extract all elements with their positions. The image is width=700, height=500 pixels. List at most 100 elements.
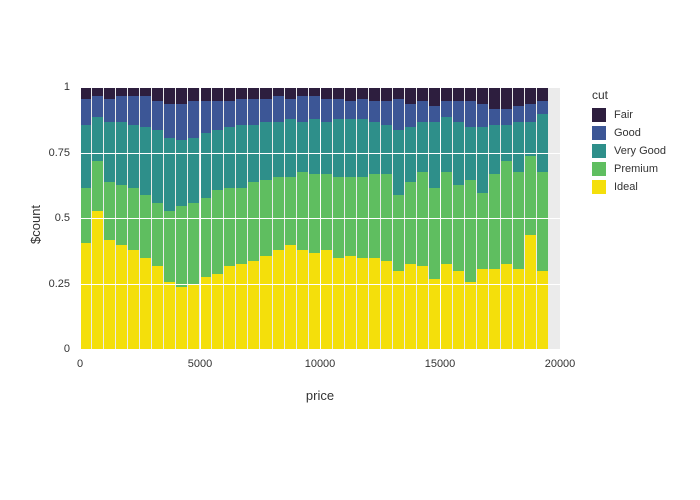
- bar-segment-premium: [309, 174, 320, 253]
- bar-segment-good: [128, 96, 139, 125]
- bar-bin: [333, 88, 344, 350]
- bar-bin: [188, 88, 199, 350]
- bar-segment-premium: [417, 172, 428, 266]
- legend-label: Premium: [614, 163, 658, 175]
- legend-item: Premium: [592, 162, 666, 176]
- bar-segment-ideal: [152, 266, 163, 350]
- bar-segment-premium: [164, 211, 175, 282]
- legend-item: Ideal: [592, 180, 666, 194]
- bar-segment-fair: [116, 88, 127, 96]
- bar-segment-very-good: [116, 122, 127, 185]
- bar-segment-good: [333, 99, 344, 120]
- y-tick: 0.75: [0, 147, 70, 159]
- bar-bin: [537, 88, 548, 350]
- bar-segment-very-good: [453, 122, 464, 185]
- bar-segment-good: [417, 101, 428, 122]
- bar-segment-good: [224, 101, 235, 127]
- bar-segment-very-good: [381, 125, 392, 175]
- bar-segment-very-good: [417, 122, 428, 172]
- bar-segment-ideal: [429, 279, 440, 350]
- bar-segment-good: [273, 96, 284, 122]
- bar-segment-good: [212, 101, 223, 130]
- bar-segment-good: [80, 99, 91, 125]
- bar-segment-good: [393, 99, 404, 130]
- legend-swatch: [592, 162, 606, 176]
- bar-segment-premium: [273, 177, 284, 250]
- bar-segment-very-good: [321, 122, 332, 174]
- bar-segment-fair: [152, 88, 163, 101]
- bar-segment-fair: [309, 88, 320, 96]
- bar-segment-good: [188, 101, 199, 138]
- bar-segment-very-good: [200, 133, 211, 199]
- bar-segment-good: [285, 99, 296, 120]
- bar-segment-ideal: [260, 256, 271, 350]
- bar-segment-premium: [429, 188, 440, 280]
- bar-segment-ideal: [321, 250, 332, 350]
- bar-segment-fair: [164, 88, 175, 104]
- bar-segment-fair: [501, 88, 512, 109]
- bar-segment-very-good: [176, 140, 187, 206]
- bar-segment-good: [465, 101, 476, 127]
- bar-segment-fair: [537, 88, 548, 101]
- bar-segment-good: [369, 101, 380, 122]
- bar-segment-good: [116, 96, 127, 122]
- bar-segment-fair: [176, 88, 187, 104]
- legend-swatch: [592, 126, 606, 140]
- bar-bin: [128, 88, 139, 350]
- bar-segment-good: [260, 99, 271, 123]
- bar-segment-very-good: [393, 130, 404, 196]
- y-tick: 0: [0, 343, 70, 355]
- bar-segment-very-good: [441, 117, 452, 172]
- bar-bin: [417, 88, 428, 350]
- bar-segment-good: [513, 106, 524, 122]
- bar-segment-ideal: [369, 258, 380, 350]
- figure: $count price cut FairGoodVery GoodPremiu…: [0, 0, 700, 500]
- bar-segment-ideal: [381, 261, 392, 350]
- bar-segment-very-good: [345, 119, 356, 177]
- bar-segment-fair: [417, 88, 428, 101]
- x-tick: 20000: [535, 358, 585, 370]
- bar-segment-ideal: [465, 282, 476, 350]
- bar-segment-very-good: [152, 130, 163, 203]
- bar-segment-very-good: [224, 127, 235, 187]
- bar-segment-good: [537, 101, 548, 114]
- x-tick: 15000: [415, 358, 465, 370]
- legend-label: Very Good: [614, 145, 666, 157]
- bar-segment-premium: [248, 182, 259, 261]
- bar-bin: [501, 88, 512, 350]
- bar-segment-premium: [80, 188, 91, 243]
- bar-segment-very-good: [489, 125, 500, 175]
- bar-segment-good: [525, 104, 536, 122]
- bar-segment-good: [453, 101, 464, 122]
- bar-segment-premium: [188, 203, 199, 284]
- bar-bin: [357, 88, 368, 350]
- bar-segment-ideal: [104, 240, 115, 350]
- bar-segment-premium: [224, 188, 235, 267]
- legend-item: Good: [592, 126, 666, 140]
- bar-segment-very-good: [140, 127, 151, 195]
- bar-segment-premium: [393, 195, 404, 271]
- bar-segment-ideal: [236, 264, 247, 350]
- bar-bin: [549, 88, 560, 350]
- bar-segment-very-good: [513, 122, 524, 172]
- bar-segment-very-good: [248, 125, 259, 183]
- bar-segment-good: [501, 109, 512, 125]
- bar-segment-premium: [405, 182, 416, 263]
- bar-segment-premium: [236, 188, 247, 264]
- bar-segment-good: [164, 104, 175, 138]
- bar-segment-fair: [477, 88, 488, 104]
- bar-bin: [285, 88, 296, 350]
- bar-bin: [297, 88, 308, 350]
- bar-segment-fair: [393, 88, 404, 98]
- bar-segment-good: [309, 96, 320, 120]
- bar-segment-very-good: [405, 127, 416, 182]
- bar-segment-ideal: [285, 245, 296, 350]
- bar-segment-good: [92, 96, 103, 117]
- bar-segment-fair: [513, 88, 524, 106]
- bar-segment-very-good: [525, 122, 536, 156]
- bar-segment-ideal: [128, 250, 139, 350]
- bar-bin: [152, 88, 163, 350]
- bar-bin: [453, 88, 464, 350]
- legend-label: Ideal: [614, 181, 638, 193]
- bar-segment-good: [381, 101, 392, 125]
